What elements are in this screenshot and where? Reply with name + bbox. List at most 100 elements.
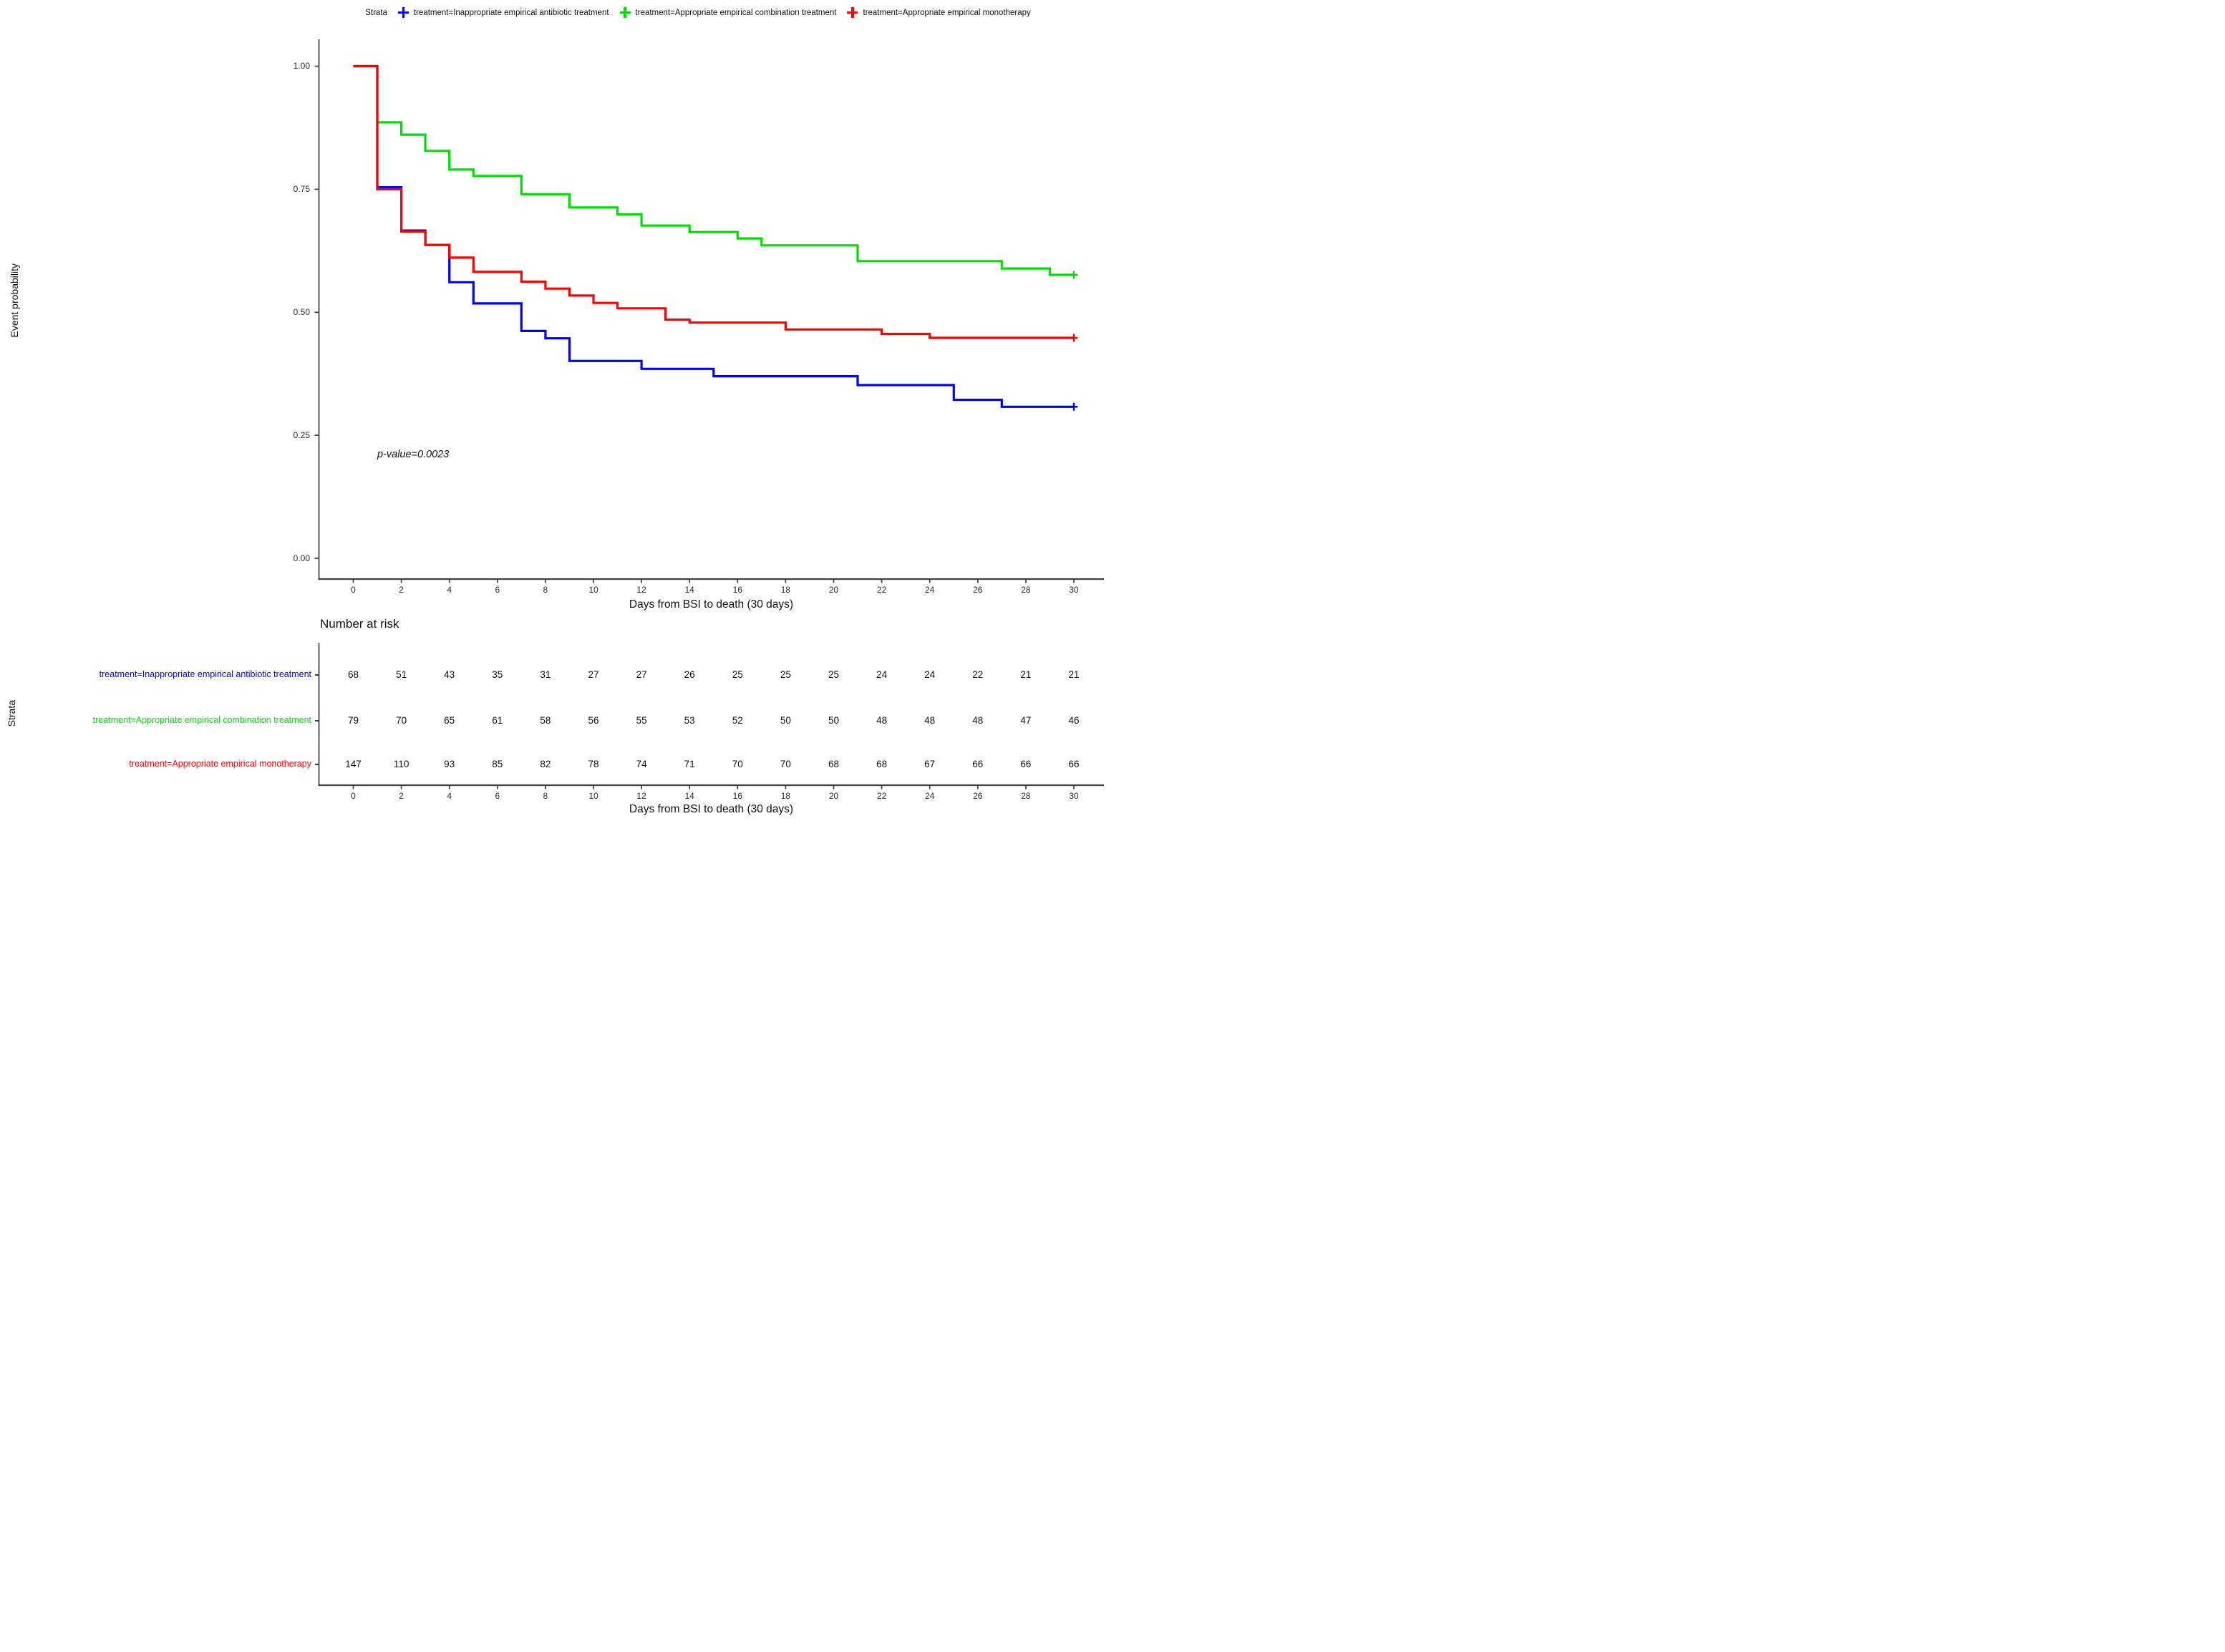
- km-curve: [353, 64, 1074, 276]
- risk-x-tick-label: 28: [1021, 791, 1031, 801]
- risk-x-tick-label: 4: [447, 791, 452, 801]
- risk-x-tick-label: 20: [828, 791, 839, 801]
- risk-value: 21: [1068, 669, 1080, 680]
- y-tick-label: 0.50: [293, 306, 310, 317]
- risk-x-tick-label: 8: [543, 791, 548, 801]
- risk-value: 25: [732, 669, 743, 680]
- risk-value: 22: [972, 669, 984, 680]
- risk-x-tick-label: 26: [973, 791, 983, 801]
- plus-icon: [619, 7, 631, 18]
- risk-x-tick-label: 16: [732, 791, 742, 801]
- risk-x-tick-label: 12: [636, 791, 646, 801]
- risk-value: 66: [972, 759, 984, 769]
- risk-value: 68: [876, 759, 888, 769]
- risk-value: 48: [876, 715, 888, 726]
- x-tick-label: 10: [588, 585, 598, 595]
- risk-value: 53: [684, 715, 695, 726]
- risk-value: 65: [444, 715, 455, 726]
- y-tick-label: 0.00: [293, 553, 310, 563]
- legend-item-label: treatment=Appropriate empirical monother…: [863, 8, 1031, 17]
- risk-value: 31: [540, 669, 551, 680]
- risk-x-tick-label: 6: [495, 791, 500, 801]
- km-plot-canvas: [314, 39, 1104, 789]
- risk-value: 68: [347, 669, 359, 680]
- x-tick-label: 0: [351, 585, 356, 595]
- legend-title: Strata: [365, 8, 387, 17]
- risk-value: 21: [1020, 669, 1032, 680]
- risk-row-label: treatment=Inappropriate empirical antibi…: [99, 669, 311, 679]
- risk-value: 67: [924, 759, 936, 769]
- km-curve: [353, 64, 1074, 408]
- risk-x-tick-label: 0: [351, 791, 356, 801]
- km-survival-figure: Strata treatment=Inappropriate empirical…: [0, 0, 1112, 826]
- legend: Strata treatment=Inappropriate empirical…: [286, 7, 1110, 18]
- legend-item-label: treatment=Inappropriate empirical antibi…: [413, 8, 609, 17]
- x-tick-label: 18: [780, 585, 791, 595]
- risk-value: 47: [1020, 715, 1032, 726]
- legend-item: treatment=Appropriate empirical monother…: [847, 7, 1031, 18]
- x-tick-label: 26: [973, 585, 983, 595]
- y-tick-label: 0.25: [293, 429, 310, 440]
- x-tick-label: 30: [1069, 585, 1079, 595]
- risk-value: 66: [1020, 759, 1032, 769]
- risk-value: 50: [780, 715, 791, 726]
- risk-table-x-axis-title: Days from BSI to death (30 days): [629, 803, 794, 815]
- x-tick-label: 28: [1021, 585, 1031, 595]
- risk-value: 58: [540, 715, 551, 726]
- risk-value: 66: [1068, 759, 1080, 769]
- legend-item: treatment=Appropriate empirical combinat…: [619, 7, 837, 18]
- x-tick-label: 4: [447, 585, 452, 595]
- risk-value: 43: [444, 669, 455, 680]
- risk-x-tick-label: 18: [780, 791, 791, 801]
- p-value-annotation: p-value=0.0023: [377, 449, 450, 460]
- risk-value: 48: [924, 715, 936, 726]
- x-tick-label: 6: [495, 585, 500, 595]
- x-tick-label: 22: [876, 585, 887, 595]
- risk-value: 25: [828, 669, 840, 680]
- risk-row-label: treatment=Appropriate empirical combinat…: [92, 715, 311, 725]
- risk-value: 56: [588, 715, 599, 726]
- x-tick-label: 12: [636, 585, 646, 595]
- risk-value: 70: [396, 715, 407, 726]
- risk-value: 79: [347, 715, 359, 726]
- risk-value: 61: [492, 715, 503, 726]
- risk-value: 147: [345, 759, 362, 769]
- risk-value: 71: [684, 759, 695, 769]
- plus-icon: [847, 7, 858, 18]
- plus-icon: [397, 7, 409, 18]
- legend-item-label: treatment=Appropriate empirical combinat…: [635, 8, 837, 17]
- risk-value: 70: [780, 759, 791, 769]
- risk-value: 51: [396, 669, 407, 680]
- risk-value: 52: [732, 715, 743, 726]
- risk-value: 74: [636, 759, 647, 769]
- x-tick-label: 14: [684, 585, 694, 595]
- risk-value: 93: [444, 759, 455, 769]
- risk-value: 55: [636, 715, 647, 726]
- risk-value: 26: [684, 669, 695, 680]
- x-tick-label: 8: [543, 585, 548, 595]
- risk-value: 24: [876, 669, 888, 680]
- risk-value: 27: [588, 669, 599, 680]
- risk-value: 70: [732, 759, 743, 769]
- risk-value: 35: [492, 669, 503, 680]
- risk-x-tick-label: 24: [925, 791, 935, 801]
- risk-row-label: treatment=Appropriate empirical monother…: [129, 759, 311, 769]
- risk-value: 78: [588, 759, 599, 769]
- risk-value: 68: [828, 759, 840, 769]
- risk-table-title: Number at risk: [320, 617, 399, 631]
- y-tick-label: 1.00: [293, 61, 310, 71]
- x-tick-label: 16: [732, 585, 742, 595]
- risk-x-tick-label: 22: [876, 791, 887, 801]
- risk-value: 27: [636, 669, 647, 680]
- risk-value: 85: [492, 759, 503, 769]
- risk-value: 48: [972, 715, 984, 726]
- risk-value: 110: [393, 759, 409, 769]
- y-tick-label: 0.75: [293, 183, 310, 194]
- legend-item: treatment=Inappropriate empirical antibi…: [397, 7, 609, 18]
- risk-value: 25: [780, 669, 791, 680]
- risk-x-tick-label: 2: [399, 791, 404, 801]
- km-curve: [353, 64, 1074, 339]
- risk-x-tick-label: 30: [1069, 791, 1079, 801]
- x-axis-title: Days from BSI to death (30 days): [629, 598, 794, 611]
- risk-value: 24: [924, 669, 936, 680]
